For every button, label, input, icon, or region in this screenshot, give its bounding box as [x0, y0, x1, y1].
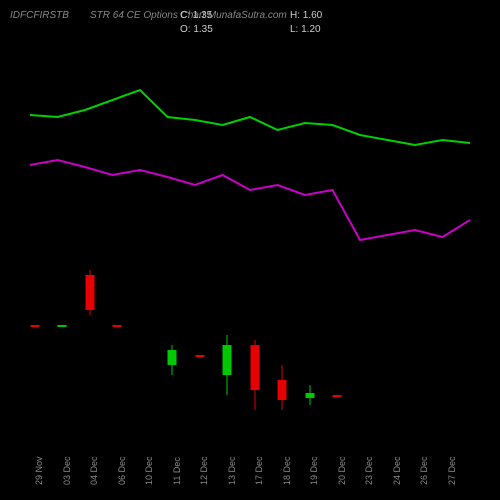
close-value: C: 1.35 — [180, 10, 212, 21]
candle — [333, 45, 342, 445]
x-axis-label: 10 Dec — [144, 456, 154, 485]
low-value: L: 1.20 — [290, 24, 321, 35]
candle — [278, 45, 287, 445]
x-axis-label: 24 Dec — [392, 456, 402, 485]
x-axis-label: 23 Dec — [364, 456, 374, 485]
x-axis-label: 11 Dec — [172, 457, 182, 485]
x-axis-label: 13 Dec — [227, 456, 237, 485]
x-axis-label: 29 Nov — [34, 456, 44, 485]
x-axis-label: 27 Dec — [447, 456, 457, 485]
x-axis: 29 Nov 03 Dec 04 Dec 06 Dec 10 Dec 11 Dec 12 D… — [30, 445, 470, 490]
candle — [113, 45, 122, 445]
x-axis-label: 03 Dec — [62, 456, 72, 485]
chart-header: IDFCFIRSTB STR 64 CE Options Chart Munaf… — [0, 8, 500, 48]
x-axis-label: 20 Dec — [337, 456, 347, 485]
x-axis-label: 26 Dec — [419, 456, 429, 485]
candle — [30, 45, 39, 445]
candle — [305, 45, 314, 445]
x-axis-label: 18 Dec — [282, 456, 292, 485]
candle — [250, 45, 259, 445]
candle — [58, 45, 67, 445]
candle — [195, 45, 204, 445]
candle — [168, 45, 177, 445]
x-axis-label: 06 Dec — [117, 456, 127, 485]
open-value: O: 1.35 — [180, 24, 213, 35]
x-axis-label: 12 Dec — [199, 456, 209, 485]
plot-area — [30, 45, 470, 445]
x-axis-label: 04 Dec — [89, 456, 99, 485]
high-value: H: 1.60 — [290, 10, 322, 21]
x-axis-label: 19 Dec — [309, 456, 319, 485]
x-axis-label: 17 Dec — [254, 456, 264, 485]
candle — [223, 45, 232, 445]
candle — [85, 45, 94, 445]
ticker-label: IDFCFIRSTB — [10, 10, 69, 21]
options-chart: IDFCFIRSTB STR 64 CE Options Chart Munaf… — [0, 0, 500, 500]
